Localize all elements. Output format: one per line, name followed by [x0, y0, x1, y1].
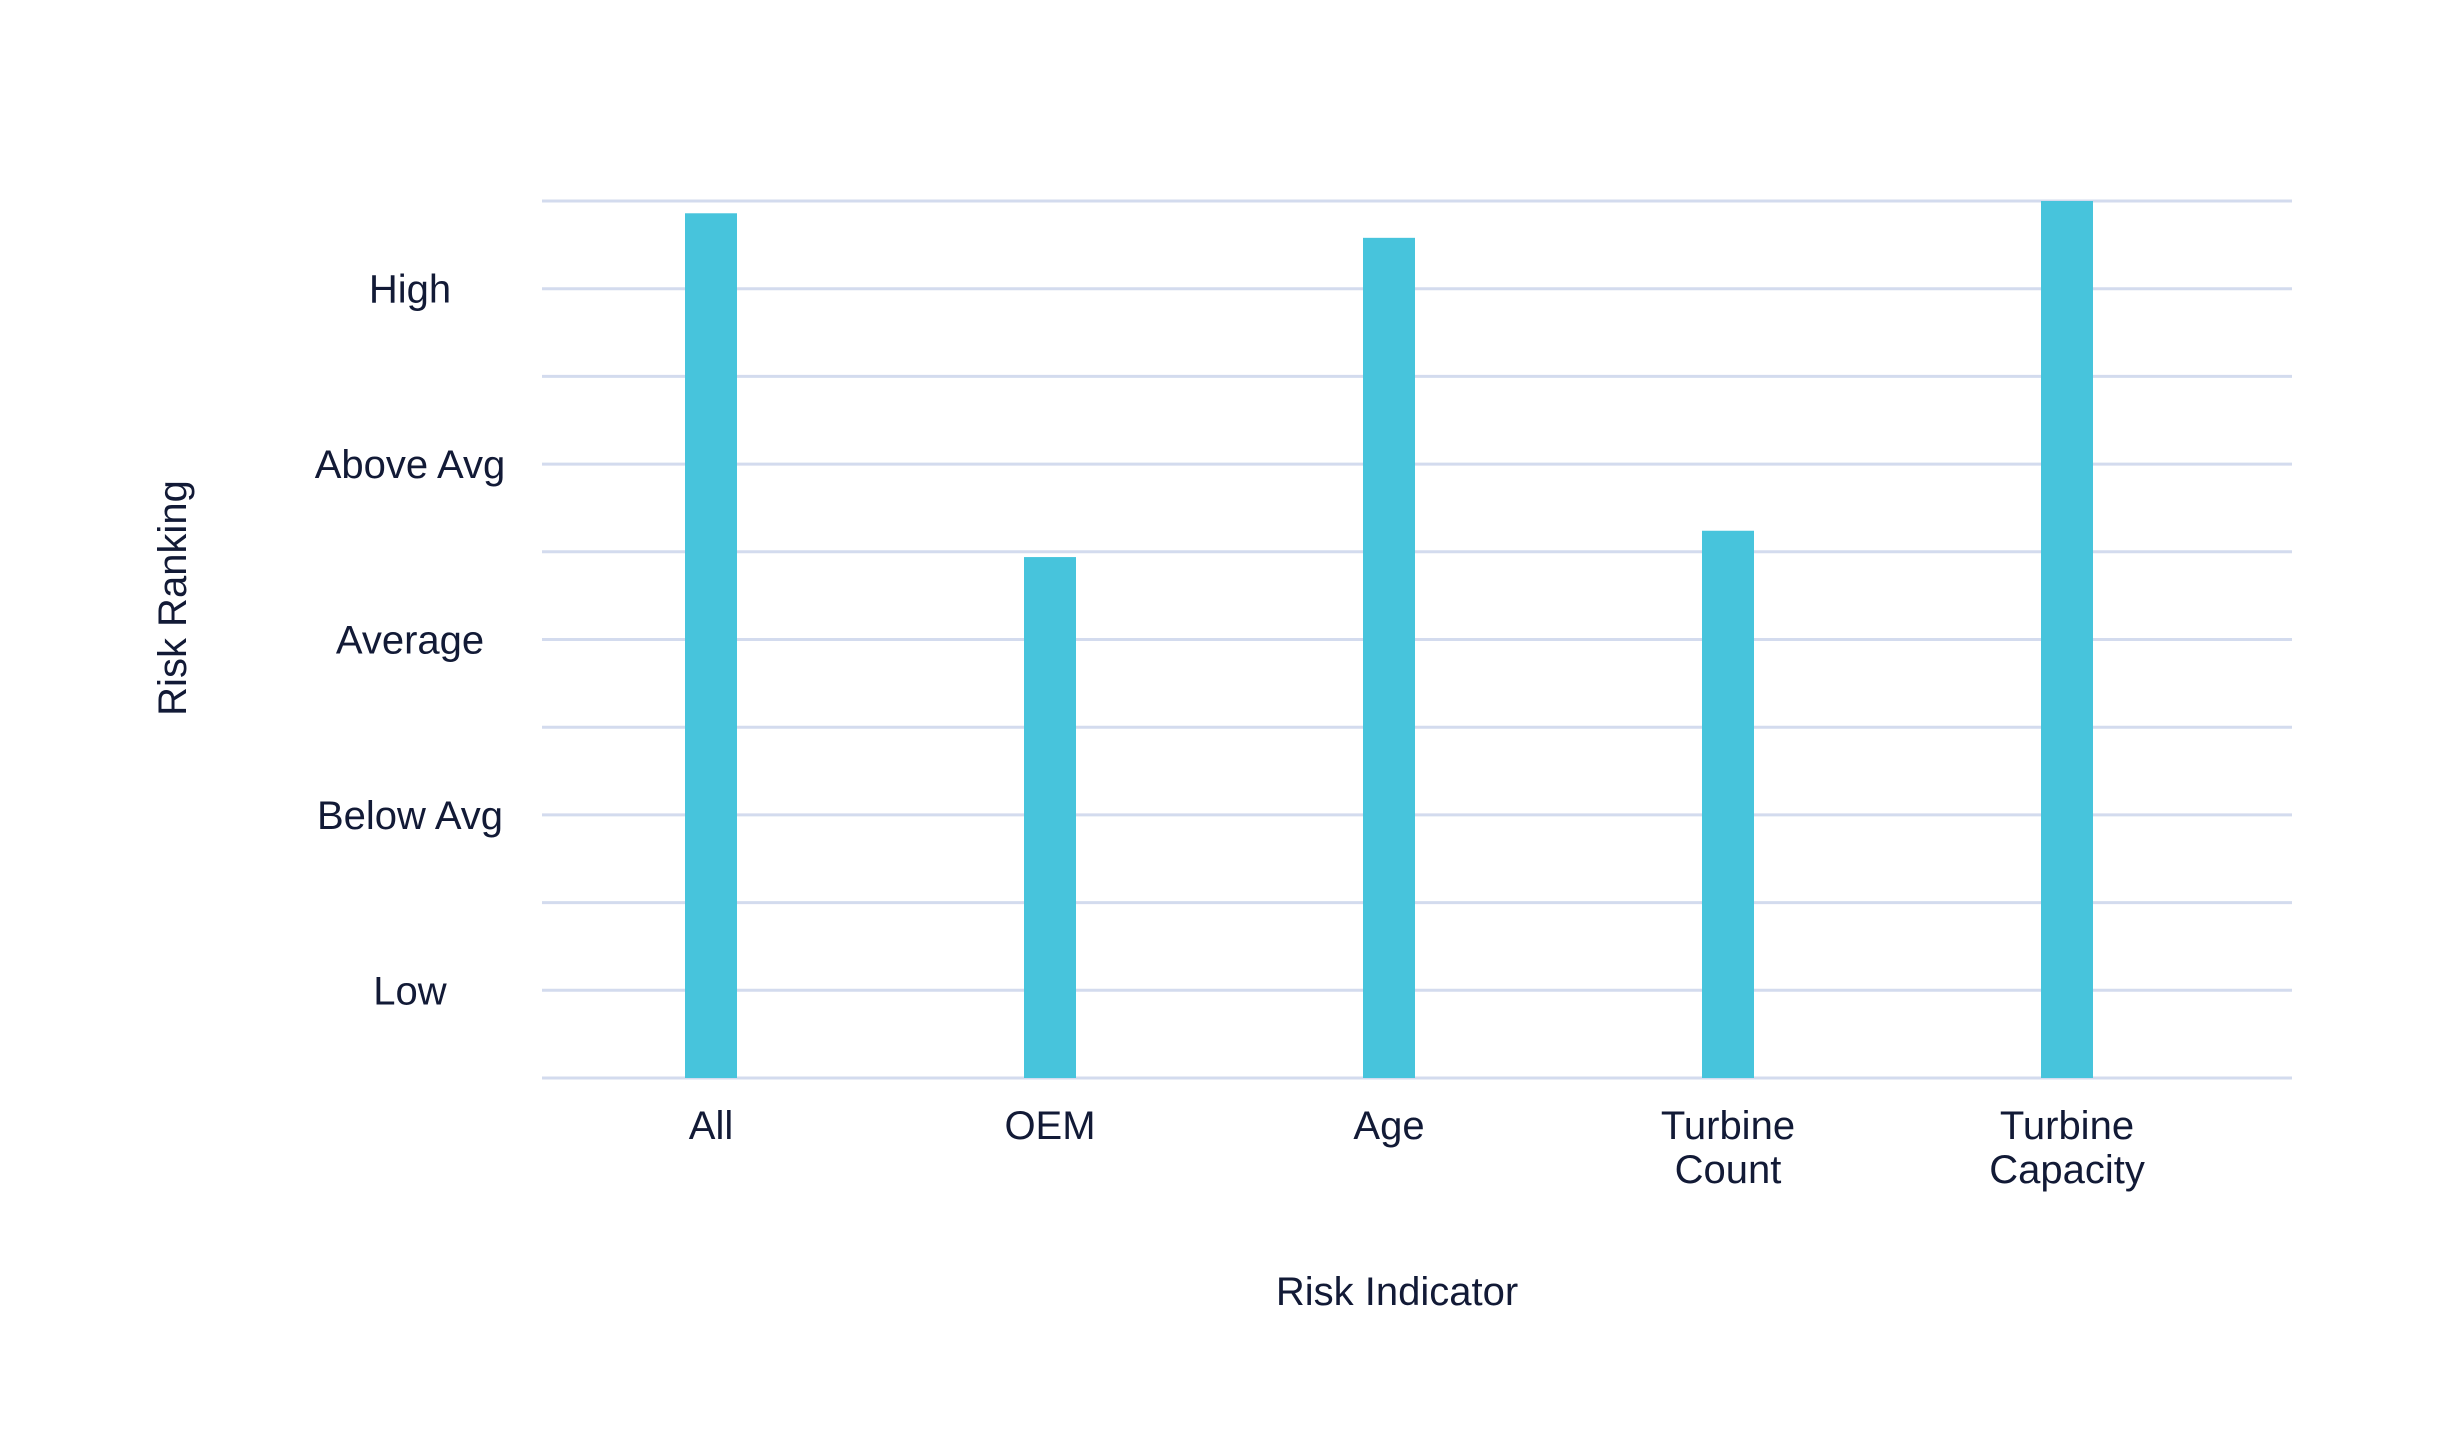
y-tick-labels: Low Below Avg Average Above Avg High	[315, 268, 506, 1014]
y-tick-label: Above Avg	[315, 443, 506, 487]
gridlines	[542, 199, 2292, 1080]
y-tick-label: Average	[336, 619, 484, 663]
bar	[2041, 201, 2093, 1078]
y-axis-title: Risk Ranking	[151, 480, 195, 716]
bar	[1702, 530, 1754, 1078]
y-tick-label: High	[369, 268, 451, 312]
x-tick-label: Turbine Capacity	[1989, 1104, 2145, 1192]
y-tick-label: Below Avg	[317, 794, 503, 838]
x-tick-label: OEM	[1004, 1104, 1095, 1148]
x-tick-labels: All OEM Age Turbine Count Turbine Capacity	[689, 1104, 2145, 1192]
bars	[685, 201, 2093, 1079]
x-tick-label: All	[689, 1104, 733, 1148]
bar	[1024, 557, 1076, 1078]
y-tick-label: Low	[373, 969, 446, 1013]
bar	[1363, 237, 1415, 1079]
x-tick-label: Turbine Count	[1661, 1104, 1795, 1192]
x-tick-label: Age	[1353, 1104, 1424, 1148]
bar	[685, 213, 737, 1078]
x-axis-title: Risk Indicator	[1276, 1270, 1518, 1314]
